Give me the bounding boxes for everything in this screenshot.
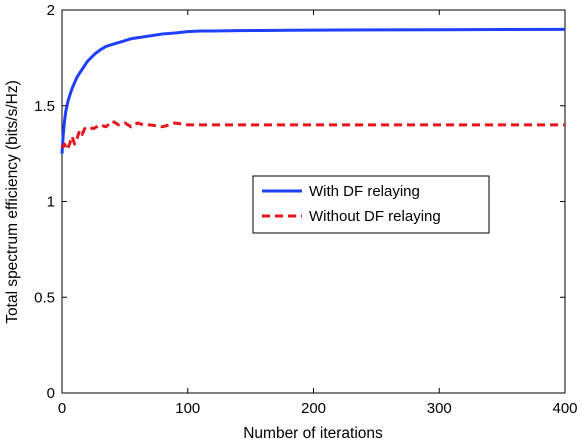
- y-tick-label: 0: [47, 385, 55, 402]
- y-tick-labels: 0 0.5 1 1.5 2: [34, 2, 55, 402]
- y-tick-label: 1.5: [34, 98, 55, 115]
- y-tick-label: 1: [47, 194, 55, 211]
- legend: With DF relaying Without DF relaying: [252, 175, 490, 234]
- x-axis-label: Number of iterations: [243, 425, 383, 442]
- tick-marks: [61, 9, 566, 394]
- legend-label-without-df: Without DF relaying: [309, 208, 441, 225]
- series-line-without-df-relaying: [60, 119, 565, 152]
- x-tick-labels: 0 100 200 300 400: [58, 400, 578, 417]
- y-axis-label: Total spectrum efficiency (bits/s/Hz): [4, 80, 21, 323]
- y-tick-label: 0.5: [34, 289, 55, 306]
- x-tick-label: 0: [58, 400, 66, 417]
- legend-box: [252, 175, 490, 234]
- x-tick-label: 300: [427, 400, 452, 417]
- series-line-with-df-relaying: [60, 27, 566, 154]
- series-layer: [60, 27, 566, 154]
- y-tick-label: 2: [47, 2, 55, 19]
- x-tick-label: 400: [552, 400, 577, 417]
- legend-label-with-df: With DF relaying: [309, 183, 420, 200]
- x-tick-label: 100: [175, 400, 200, 417]
- x-tick-label: 200: [301, 400, 326, 417]
